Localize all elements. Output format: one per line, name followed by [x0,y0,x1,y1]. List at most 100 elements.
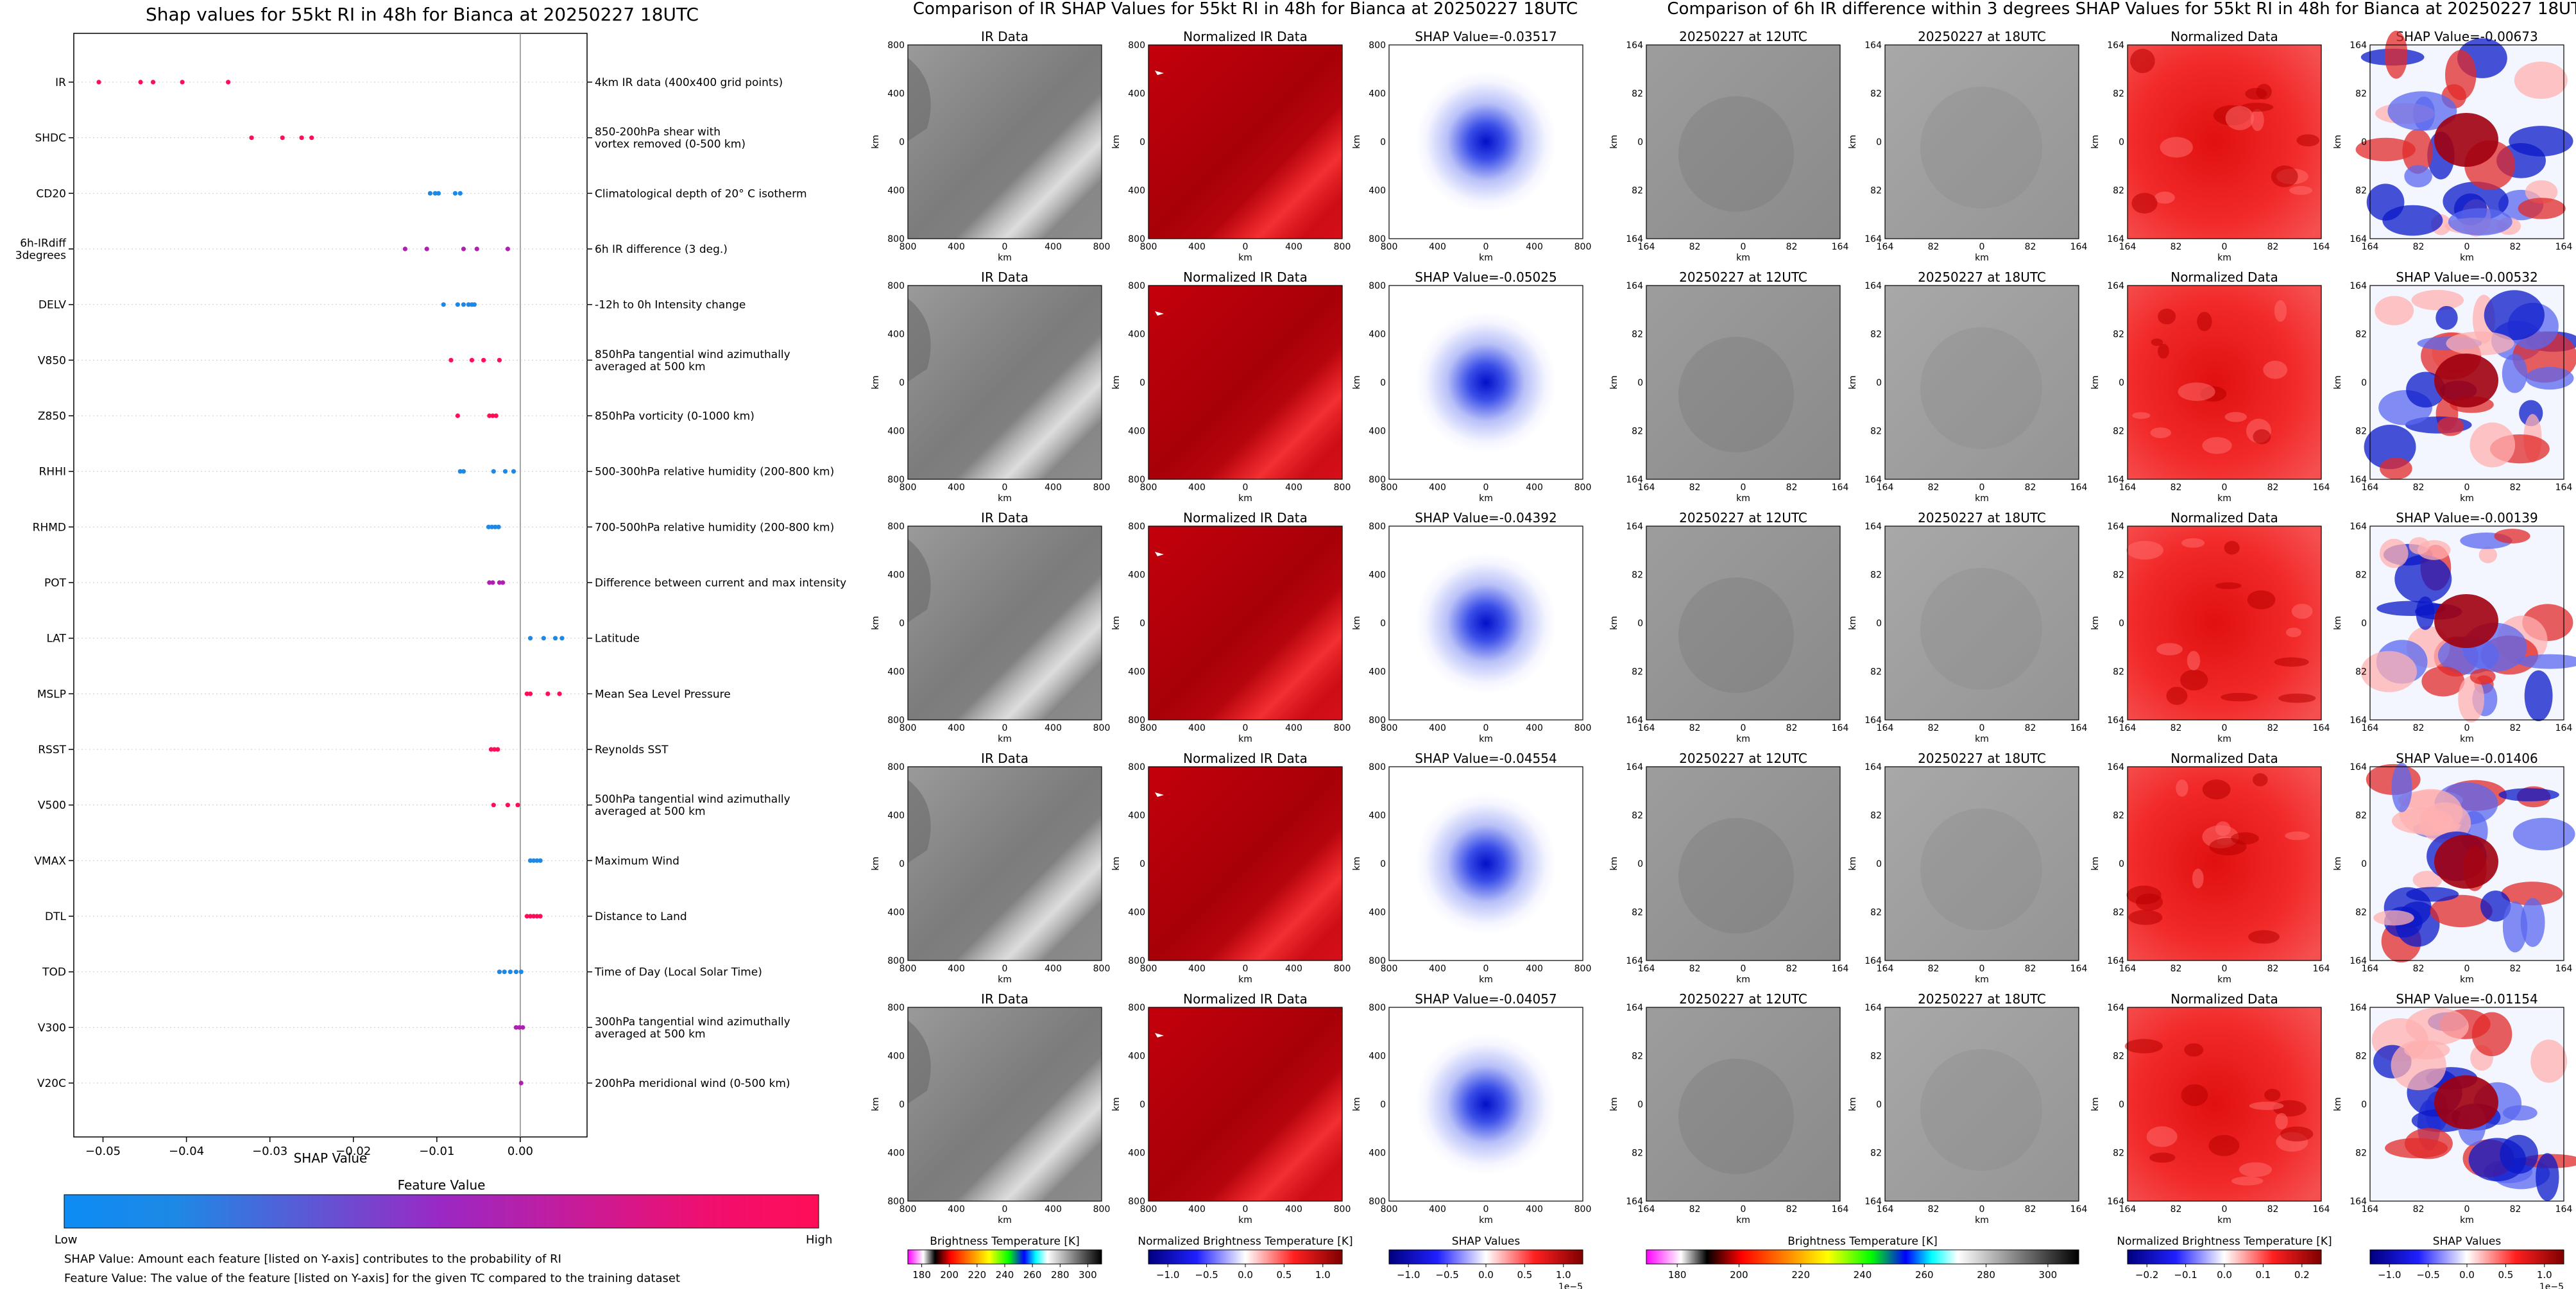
shap-texture [2387,91,2457,131]
panel-x-tick-label: 400 [1045,242,1062,252]
panel-x-tick-label: 800 [1334,964,1351,974]
panel-title: Normalized Data [2171,29,2278,44]
panel-frame [1388,766,1583,961]
panel-y-tick-label: 82 [1632,1148,1643,1159]
panel-x-tick-label: 0 [1243,482,1249,493]
diff-texture [2249,1102,2284,1110]
diff-texture [2126,885,2162,905]
panel-y-tick-label: 0 [1637,619,1643,629]
shap-texture [2411,289,2464,311]
shap-texture [2469,422,2516,468]
panel-x-tick-label: 0 [1002,723,1008,733]
feature-row: DELV -12h to 0h Intensity change [38,299,746,312]
panel-y-tick-label: 164 [2107,715,2124,726]
panel-x-tick-label: 0 [2222,1204,2228,1215]
feature-row: VMAX Maximum Wind [34,855,679,867]
shap-point [502,469,508,474]
panel-y-tick-label: 82 [2355,427,2367,437]
colorbar-tick-label: 0.0 [1478,1269,1494,1281]
panel-x-tick-label: 164 [2313,723,2330,733]
shap-texture [2498,788,2559,801]
shap-point [559,636,565,641]
panel-x-tick-label: 0 [1979,242,1985,252]
panel-y-axis-label: km [1352,375,1362,389]
shap-texture [2375,296,2414,326]
panel-title: SHAP Value=-0.05025 [1415,269,1557,285]
panel-x-tick-label: 164 [2119,964,2137,974]
panel-x-tick-label: 82 [2413,723,2425,733]
panel-title: Normalized Data [2171,510,2278,525]
shap-point [138,80,143,85]
panel-frame [2369,1007,2564,1202]
land-marker [1155,1033,1164,1037]
panel-y-tick-label: 82 [1870,1148,1882,1159]
panel-x-axis-label: km [998,253,1012,263]
panel-x-tick-label: 800 [1574,242,1592,252]
colorbar-tick-label: 1.0 [1315,1269,1331,1281]
feature-row: V300 300hPa tangential wind azimuthally av… [38,1016,790,1041]
diff-texture [2150,427,2171,438]
panel-frame [2369,285,2564,480]
shap-point [491,469,496,474]
panel-y-axis-label: km [1609,857,1619,871]
panel-y-tick-label: 0 [1876,619,1882,629]
normalized-diff-panel: Normalized Data1641648282008282164164kmk… [2090,29,2330,263]
panel-x-tick-label: 82 [2171,242,2182,252]
panel-x-tick-label: 82 [1689,482,1701,493]
diff-row: 20250227 at 12UTC1641648282008282164164k… [1609,269,2576,504]
panel-x-tick-label: 800 [1140,482,1157,493]
feature-description-label: 200hPa meridional wind (0-500 km) [595,1077,790,1090]
panel-y-axis-label: km [1352,1097,1362,1111]
shap-point [524,691,529,696]
panel-x-tick-label: 0 [1243,1204,1249,1215]
shap-texture [2509,126,2573,157]
panel-y-tick-label: 400 [1128,427,1145,437]
panel-x-tick-label: 82 [2267,1204,2279,1215]
shap-point [474,246,479,252]
diff-texture [2221,692,2258,702]
ir-12utc-panel: 20250227 at 12UTC1641648282008282164164k… [1609,751,1848,985]
panel-y-tick-label: 400 [887,186,905,196]
shap-point [436,191,441,196]
shap-point [461,246,466,252]
normalized-ir-band [1148,767,1342,960]
panel-x-tick-label: 400 [1188,723,1206,733]
panel-x-tick-label: 400 [1188,1204,1206,1215]
panel-title: IR Data [981,29,1028,44]
normalized-ir-panel: Normalized IR Data8008004004000040040080… [1111,269,1351,504]
panel-x-tick-label: 0 [1979,964,1985,974]
diff-shap-panel: SHAP Value=-0.00139164164828200828216416… [2333,510,2576,744]
shap-texture [2364,424,2416,470]
panel-x-axis-label: km [1238,734,1252,744]
shap-point [455,302,460,307]
feature-description-label: 300hPa tangential wind azimuthally averag… [595,1016,790,1041]
shap-texture [2448,208,2512,236]
panel-y-axis-label: km [871,857,881,871]
ir-18utc-panel: 20250227 at 18UTC1641648282008282164164k… [1848,29,2087,263]
shap-texture [2446,331,2514,355]
normalized-diff-image [2128,767,2321,960]
panel-y-tick-label: 0 [1876,378,1882,388]
diff-texture [2274,300,2287,322]
feature-row: V20C 200hPa meridional wind (0-500 km) [37,1077,790,1090]
panel-y-tick-label: 164 [1864,715,1882,726]
feature-row: V850 850hPa tangential wind azimuthally av… [38,348,790,373]
panel-x-tick-label: 800 [1381,482,1398,493]
shap-point [466,302,471,307]
diff-texture [2271,165,2298,187]
land-marker [1155,71,1164,75]
panel-y-tick-label: 0 [1637,859,1643,869]
panel-y-tick-label: 800 [1128,1197,1145,1207]
panel-x-tick-label: 0 [2222,723,2228,733]
panel-y-tick-label: 800 [887,522,905,532]
ir-core [1920,568,2042,690]
panel-y-tick-label: 82 [1870,330,1882,340]
panel-x-tick-label: 82 [1928,482,1940,493]
panel-x-axis-label: km [1238,1215,1252,1225]
panel-x-tick-label: 800 [1574,964,1592,974]
diff-texture [2264,1089,2281,1102]
panel-y-tick-label: 800 [1369,281,1386,291]
panel-y-tick-label: 164 [2350,715,2367,726]
footnote-shap-value: SHAP Value: Amount each feature [listed … [64,1252,561,1266]
